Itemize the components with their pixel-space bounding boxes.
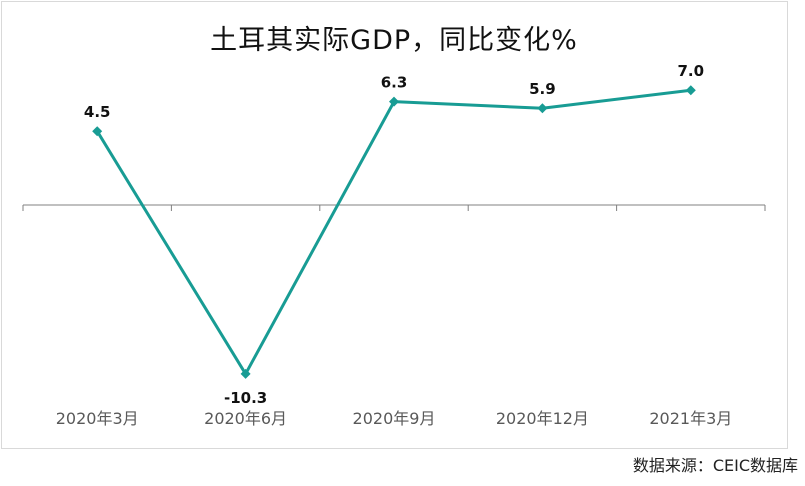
data-point: [240, 368, 251, 379]
chart-title: 土耳其实际GDP，同比变化%: [210, 25, 578, 56]
data-point: [389, 96, 399, 107]
data-label: 6.3: [381, 74, 408, 92]
x-axis-labels: 2020年3月 2020年6月 2020年9月 2020年12月 2021年3月: [56, 409, 733, 428]
x-tick-label: 2021年3月: [649, 409, 732, 428]
data-point: [537, 103, 548, 114]
chart-frame: [1, 1, 788, 449]
x-axis-ticks: [22, 205, 766, 211]
x-tick-label: 2020年6月: [204, 409, 287, 428]
data-point: [92, 126, 103, 137]
data-markers: [92, 85, 696, 379]
data-label: 4.5: [84, 103, 111, 121]
data-label: -10.3: [224, 389, 267, 407]
x-tick-label: 2020年9月: [353, 409, 436, 428]
data-source: 数据来源：CEIC数据库: [632, 456, 798, 475]
series-line: [95, 88, 691, 376]
x-tick-label: 2020年12月: [496, 409, 589, 428]
data-label: 5.9: [529, 80, 556, 98]
x-tick-label: 2020年3月: [56, 409, 139, 428]
data-labels: 4.5 -10.3 6.3 5.9 7.0: [84, 62, 704, 407]
data-label: 7.0: [678, 62, 705, 80]
data-point: [685, 85, 696, 96]
